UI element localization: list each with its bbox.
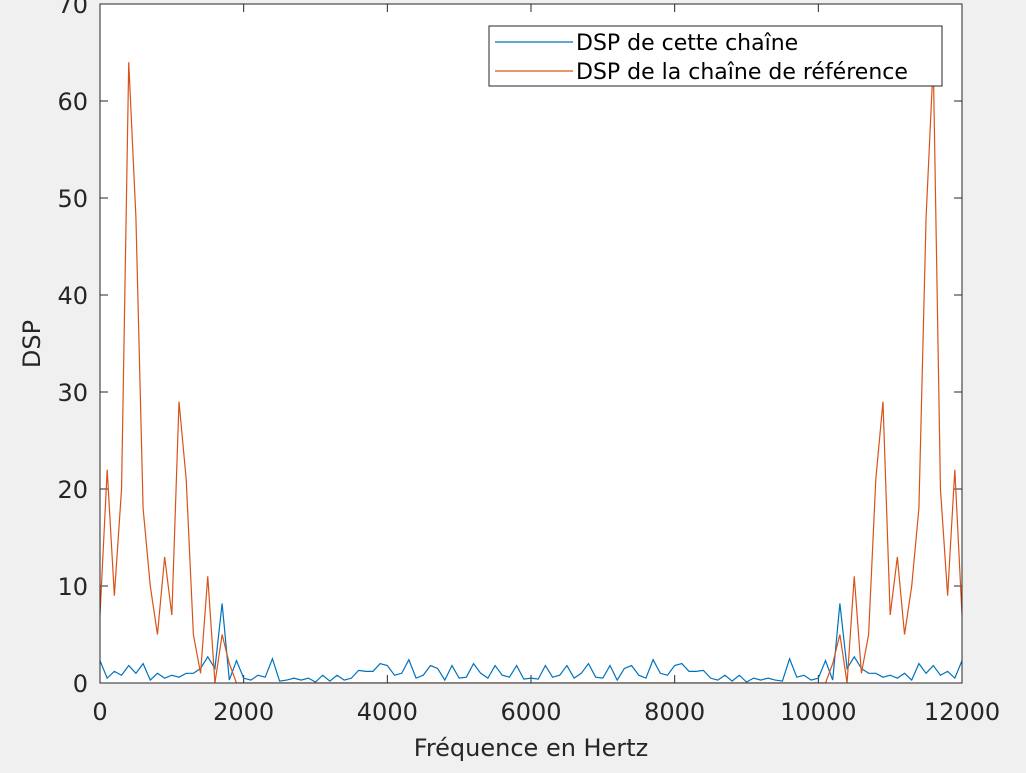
x-tick-label: 6000 <box>500 698 561 726</box>
x-tick-label: 12000 <box>924 698 1000 726</box>
line-series <box>100 603 962 683</box>
y-tick-label: 20 <box>57 476 88 504</box>
x-tick-label: 8000 <box>644 698 705 726</box>
x-tick-label: 2000 <box>213 698 274 726</box>
x-tick-label: 0 <box>92 698 107 726</box>
plot-area <box>100 4 962 683</box>
y-tick-label: 30 <box>57 379 88 407</box>
y-tick-label: 40 <box>57 282 88 310</box>
legend-label: DSP de cette chaîne <box>576 31 798 56</box>
legend-box <box>488 25 943 87</box>
y-tick-label: 60 <box>57 88 88 116</box>
y-tick-label: 10 <box>57 573 88 601</box>
legend-label: DSP de la chaîne de référence <box>576 60 908 85</box>
axes-box <box>99 3 963 684</box>
y-tick-label: 0 <box>73 670 88 698</box>
y-tick-label: 70 <box>57 0 88 19</box>
x-axis-label: Fréquence en Hertz <box>414 734 648 762</box>
x-tick-label: 10000 <box>780 698 856 726</box>
y-tick-label: 50 <box>57 185 88 213</box>
y-axis-label: DSP <box>18 320 46 368</box>
x-tick-label: 4000 <box>357 698 418 726</box>
